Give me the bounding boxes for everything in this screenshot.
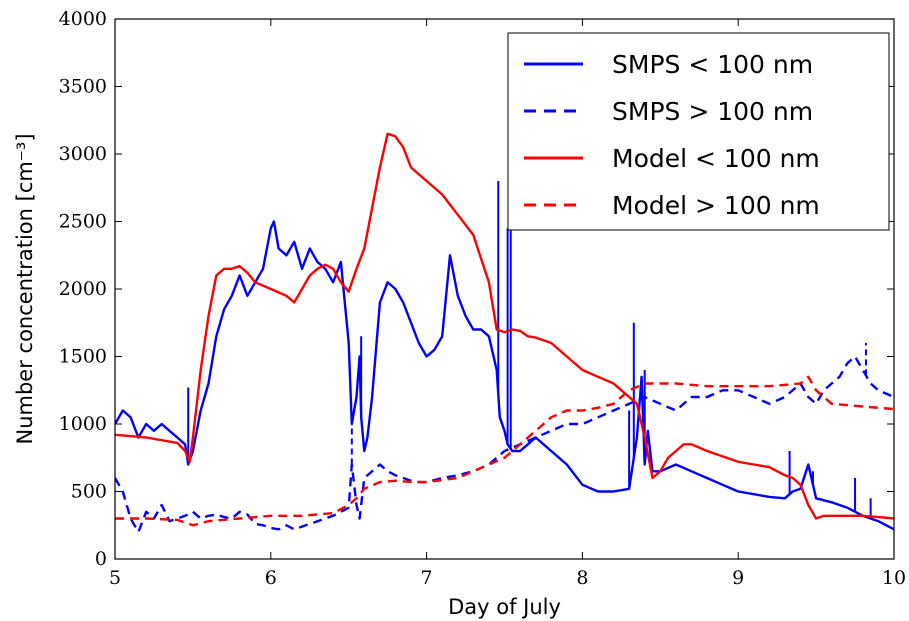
x-tick-label: 10 xyxy=(882,567,906,589)
legend-label-smps-lt-100-nm: SMPS < 100 nm xyxy=(612,50,813,79)
y-tick-label: 2000 xyxy=(59,278,107,300)
y-tick-label: 3000 xyxy=(59,143,107,165)
y-tick-label: 2500 xyxy=(59,211,107,233)
series-layer xyxy=(115,132,894,534)
y-tick-label: 4000 xyxy=(59,8,107,30)
legend-label-model-gt-100-nm: Model > 100 nm xyxy=(612,191,820,220)
x-tick-label: 8 xyxy=(576,567,588,589)
legend-label-smps-gt-100-nm: SMPS > 100 nm xyxy=(612,97,813,126)
y-tick-label: 3500 xyxy=(59,76,107,98)
y-tick-label: 0 xyxy=(95,548,107,570)
x-tick-label: 6 xyxy=(265,567,277,589)
x-tick-label: 7 xyxy=(421,567,433,589)
y-tick-label: 1500 xyxy=(59,346,107,368)
x-axis-label: Day of July xyxy=(448,595,561,619)
y-tick-label: 500 xyxy=(71,481,107,503)
x-tick-label: 9 xyxy=(732,567,744,589)
legend: SMPS < 100 nm SMPS > 100 nm Model < 100 nm… xyxy=(507,32,890,231)
axes: 5 6 7 8 9 10 0 500 1000 1500 2000 2500 3000 3500 4000 xyxy=(59,8,906,589)
x-tick-label: 5 xyxy=(109,567,121,589)
y-axis-label: Number concentration [cm⁻³] xyxy=(13,133,37,444)
legend-label-model-lt-100-nm: Model < 100 nm xyxy=(612,144,820,173)
legend-box xyxy=(507,32,890,231)
series-line-smps-lt-100-nm xyxy=(115,220,894,531)
series-line-model-lt-100-nm xyxy=(115,132,894,520)
y-tick-label: 1000 xyxy=(59,413,107,435)
series-line-model-gt-100-nm xyxy=(115,375,894,527)
